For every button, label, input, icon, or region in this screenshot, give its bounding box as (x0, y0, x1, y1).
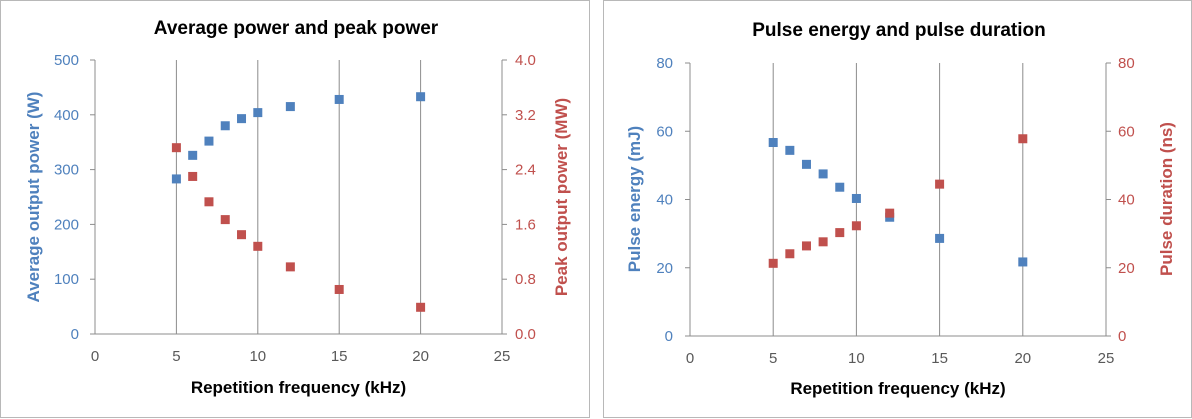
x-axis-label: Repetition frequency (kHz) (191, 378, 406, 397)
x-tick-label: 10 (249, 348, 266, 365)
data-point-left-axis (801, 159, 811, 169)
y2-tick-label: 20 (1118, 260, 1135, 277)
x-tick-label: 10 (848, 350, 865, 367)
data-point-right-axis (1018, 134, 1028, 144)
data-point-right-axis (334, 284, 344, 294)
y2-tick-label: 0.0 (515, 326, 536, 343)
y2-tick-label: 40 (1118, 192, 1135, 209)
data-point-right-axis (935, 179, 945, 189)
y-tick-label: 100 (54, 271, 79, 288)
y-axis-label-left: Average output power (W) (24, 92, 43, 303)
data-point-right-axis (253, 241, 263, 251)
data-point-left-axis (334, 94, 344, 104)
data-point-right-axis (285, 262, 295, 272)
data-point-left-axis (785, 145, 795, 155)
data-point-right-axis (835, 228, 845, 238)
data-point-left-axis (220, 121, 230, 131)
y2-tick-label: 0 (1118, 328, 1126, 345)
data-point-right-axis (885, 208, 895, 218)
data-point-left-axis (835, 182, 845, 192)
y-axis-label-left: Pulse energy (mJ) (625, 126, 644, 272)
data-point-left-axis (188, 150, 198, 160)
y2-tick-label: 1.6 (515, 216, 536, 233)
data-point-left-axis (768, 138, 778, 148)
data-point-left-axis (204, 136, 214, 146)
y2-tick-label: 60 (1118, 123, 1135, 140)
y-tick-label: 300 (54, 162, 79, 179)
data-point-right-axis (171, 143, 181, 153)
x-tick-label: 25 (494, 348, 511, 365)
x-tick-label: 0 (91, 348, 99, 365)
data-point-left-axis (851, 193, 861, 203)
y-axis-label-right: Pulse duration (ns) (1157, 122, 1176, 276)
data-point-right-axis (768, 258, 778, 268)
chart-power-svg: Average power and peak power 0 5 10 15 20 25 0 1… (24, 18, 571, 397)
x-tick-label: 5 (769, 350, 777, 367)
y-tick-label: 80 (656, 55, 673, 72)
data-point-right-axis (220, 215, 230, 225)
x-axis-label: Repetition frequency (kHz) (790, 379, 1005, 398)
x-tick-label: 15 (331, 348, 348, 365)
data-point-right-axis (801, 241, 811, 251)
y2-tick-label: 3.2 (515, 107, 536, 124)
y-tick-label: 40 (656, 192, 673, 209)
chart-panel-pulse: Pulse energy and pulse duration 0 5 10 15 20 2… (603, 0, 1192, 418)
data-point-right-axis (785, 249, 795, 259)
y2-tick-label: 80 (1118, 55, 1135, 72)
data-point-right-axis (851, 221, 861, 231)
y2-tick-label: 0.8 (515, 271, 536, 288)
data-point-left-axis (253, 108, 263, 118)
x-tick-label: 20 (1014, 350, 1031, 367)
x-tick-label: 15 (931, 350, 948, 367)
y2-tick-label: 4.0 (515, 52, 536, 69)
y-tick-label: 0 (71, 326, 79, 343)
x-tick-label: 5 (172, 348, 180, 365)
y-tick-label: 60 (656, 123, 673, 140)
y-tick-label: 500 (54, 52, 79, 69)
data-point-left-axis (935, 233, 945, 243)
y-axis-label-right: Peak output power (MW) (552, 98, 571, 296)
y-tick-label: 20 (656, 260, 673, 277)
chart-title: Average power and peak power (154, 18, 439, 39)
data-point-right-axis (204, 197, 214, 207)
data-point-left-axis (285, 102, 295, 112)
data-point-left-axis (818, 169, 828, 179)
chart-panel-power: Average power and peak power 0 5 10 15 20 25 0 1… (0, 0, 590, 418)
y2-tick-label: 2.4 (515, 162, 536, 179)
data-point-right-axis (188, 171, 198, 181)
y-tick-label: 400 (54, 107, 79, 124)
data-point-right-axis (237, 230, 247, 240)
x-tick-label: 25 (1098, 350, 1115, 367)
data-point-left-axis (1018, 257, 1028, 267)
chart-title: Pulse energy and pulse duration (752, 20, 1046, 41)
y-tick-label: 200 (54, 216, 79, 233)
chart-pulse-svg: Pulse energy and pulse duration 0 5 10 15 20 2… (625, 20, 1176, 398)
x-tick-label: 0 (686, 350, 694, 367)
data-point-right-axis (416, 302, 426, 312)
x-tick-label: 20 (412, 348, 429, 365)
data-point-left-axis (416, 92, 426, 102)
data-point-left-axis (171, 174, 181, 184)
data-point-right-axis (818, 237, 828, 247)
y-tick-label: 0 (665, 328, 673, 345)
data-point-left-axis (237, 114, 247, 124)
